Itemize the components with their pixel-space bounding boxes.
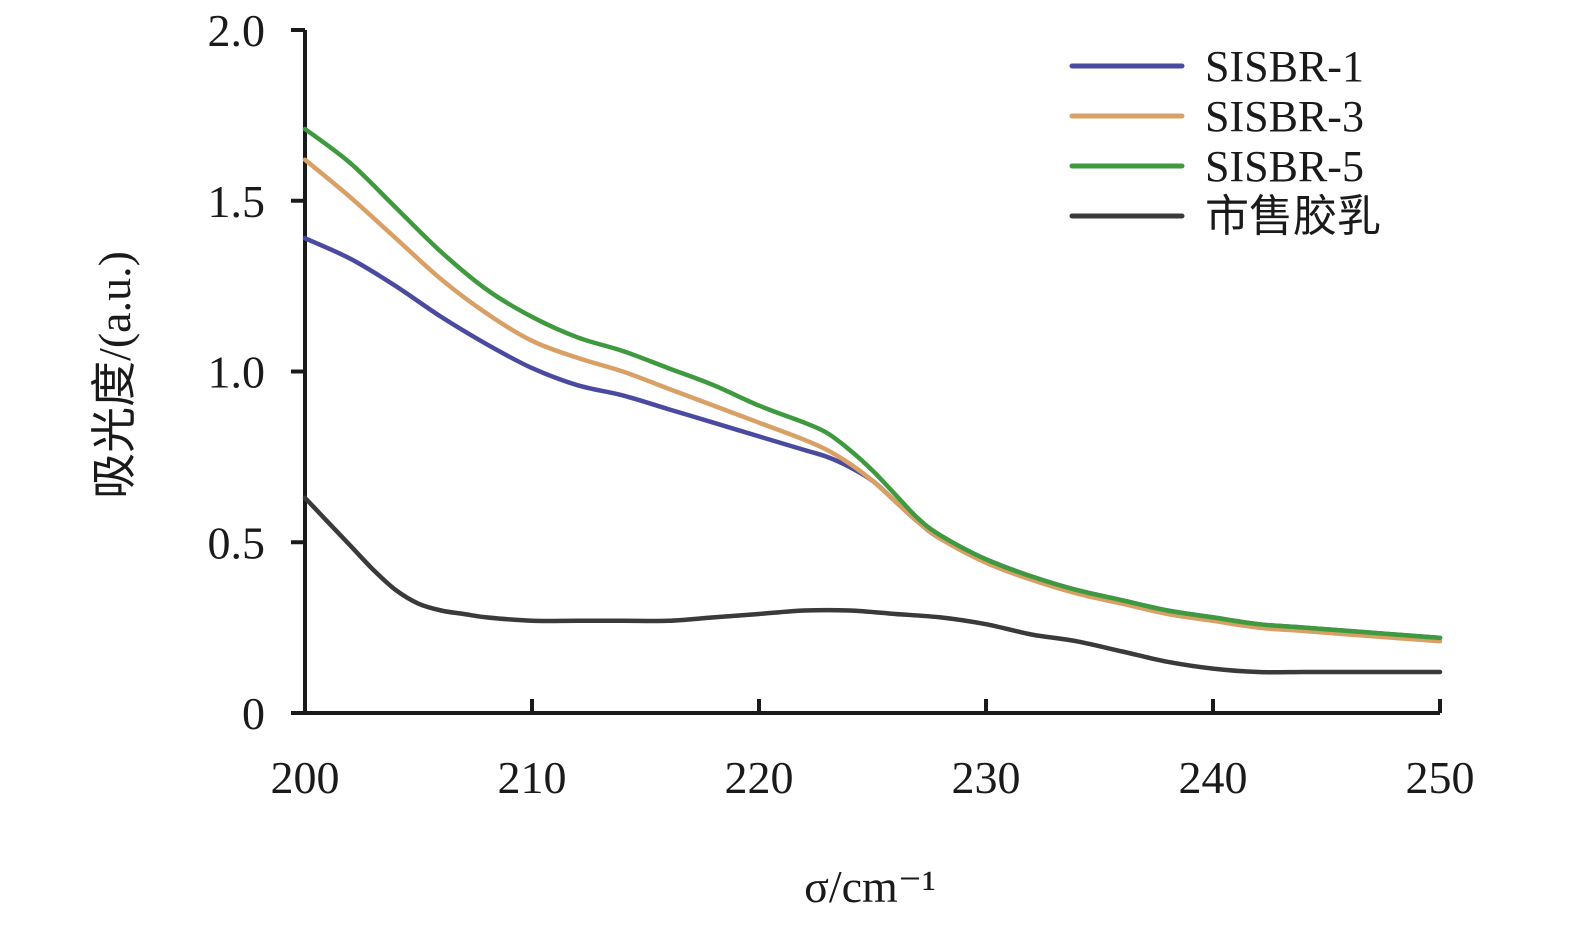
x-tick-label: 250 xyxy=(1406,752,1475,803)
y-ticks: 0 0.5 1.0 1.5 2.0 xyxy=(208,5,305,739)
series-line-3 xyxy=(302,126,1443,641)
x-ticks: 200 210 220 230 240 250 xyxy=(271,699,1475,803)
y-tick-label: 0.5 xyxy=(208,517,266,568)
x-axis-title: σ/cm⁻¹ xyxy=(804,861,936,912)
x-tick-label: 200 xyxy=(271,752,340,803)
y-tick-label: 1.5 xyxy=(208,176,266,227)
x-tick-label: 230 xyxy=(952,752,1021,803)
x-tick-label: 240 xyxy=(1179,752,1248,803)
y-tick-label: 1.0 xyxy=(208,347,266,398)
legend-label-3: SISBR-5 xyxy=(1205,142,1364,191)
x-tick-label: 210 xyxy=(498,752,567,803)
legend-label-2: SISBR-3 xyxy=(1205,92,1364,141)
x-tick-label: 220 xyxy=(725,752,794,803)
series-line-4 xyxy=(302,495,1443,675)
legend-label-4: 市售胶乳 xyxy=(1205,192,1381,241)
series-group xyxy=(302,126,1443,675)
legend-label-1: SISBR-1 xyxy=(1205,42,1364,91)
y-tick-label: 0 xyxy=(242,688,265,739)
y-tick-label: 2.0 xyxy=(208,5,266,56)
y-axis-title: 吸光度/(a.u.) xyxy=(89,251,140,499)
series-line-2 xyxy=(302,157,1443,644)
series-line-1 xyxy=(302,236,1443,641)
